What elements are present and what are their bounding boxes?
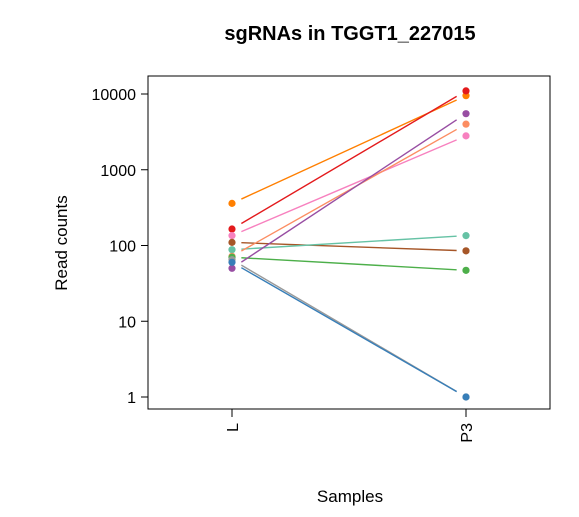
data-point <box>462 266 470 274</box>
series-line <box>241 267 457 393</box>
data-point <box>462 120 470 128</box>
series-lines <box>240 95 458 393</box>
data-point <box>228 199 236 207</box>
data-point <box>462 110 470 118</box>
series-line <box>241 95 457 225</box>
y-axis-label: Read counts <box>52 195 71 290</box>
series-line <box>241 139 457 233</box>
data-point <box>228 264 236 272</box>
x-tick-label: P3 <box>459 423 476 443</box>
series-line <box>240 119 458 263</box>
y-tick-label: 10000 <box>92 87 137 104</box>
y-tick-label: 1 <box>127 390 136 407</box>
x-axis: L P3 <box>225 409 476 443</box>
series-line <box>241 235 457 250</box>
series-line <box>241 99 457 200</box>
data-point <box>228 232 236 240</box>
plot-frame <box>147 75 551 410</box>
series-line <box>241 242 457 252</box>
data-point <box>462 232 470 240</box>
series-line <box>241 257 457 271</box>
data-point <box>228 225 236 233</box>
data-point <box>462 87 470 95</box>
data-point <box>462 247 470 255</box>
y-tick-label: 100 <box>109 239 136 256</box>
x-tick-label: L <box>225 423 242 432</box>
y-axis: 1 10 100 1000 10000 <box>92 87 148 407</box>
data-point <box>462 393 470 401</box>
data-point <box>462 132 470 140</box>
y-tick-label: 1000 <box>100 163 136 180</box>
chart-title: sgRNAs in TGGT1_227015 <box>224 23 475 45</box>
data-point <box>228 258 236 266</box>
data-point <box>228 246 236 254</box>
y-tick-label: 10 <box>118 314 136 331</box>
x-axis-label: Samples <box>317 487 383 506</box>
data-point <box>228 238 236 246</box>
series-points <box>228 87 470 401</box>
